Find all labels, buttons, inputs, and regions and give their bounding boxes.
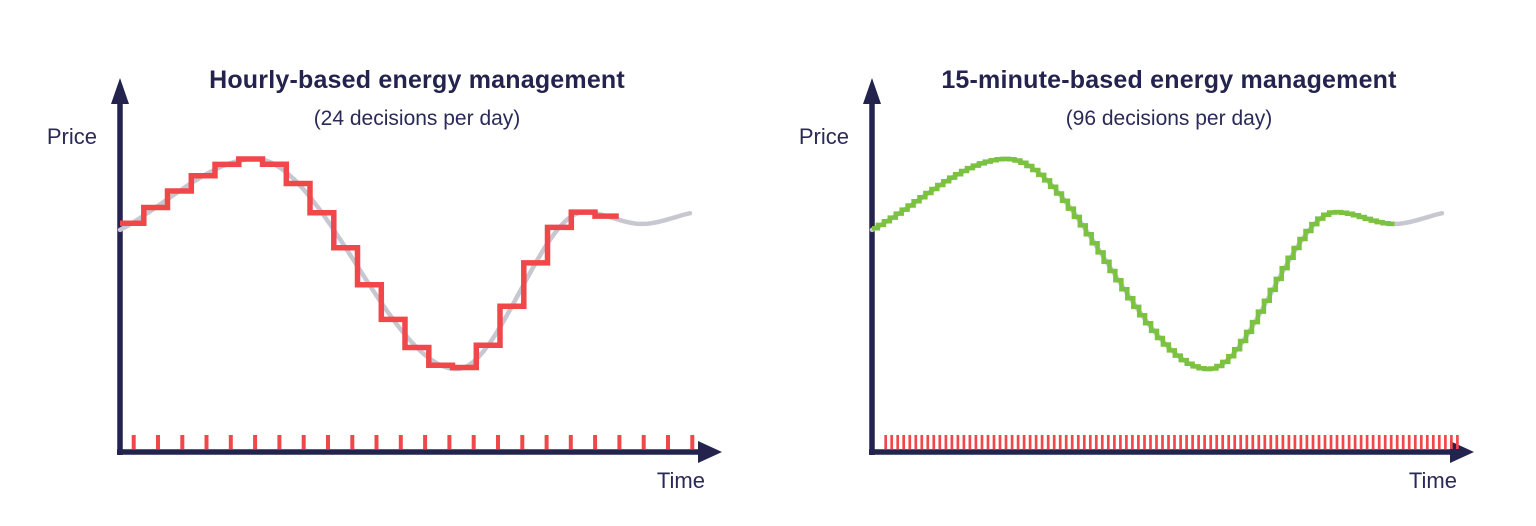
step-function-line	[120, 156, 619, 371]
chart-subtitle: (24 decisions per day)	[313, 107, 521, 130]
x-axis-label: Time	[1408, 468, 1457, 493]
chart-canvas-hourly	[111, 78, 722, 463]
x-axis-arrowhead-icon	[698, 441, 722, 463]
step-function-line	[872, 156, 1395, 372]
chart-canvas-quarter-hourly	[863, 78, 1474, 463]
y-axis-arrowhead-icon	[863, 78, 881, 104]
x-axis-label: Time	[656, 468, 705, 493]
chart-quarter-hourly-panel: 15-minute-based energy management (96 de…	[768, 0, 1536, 526]
chart-subtitle: (96 decisions per day)	[1065, 107, 1273, 130]
y-axis-label: Price	[798, 124, 849, 149]
chart-title: Hourly-based energy management	[209, 66, 625, 94]
x-axis-ticks	[884, 435, 1459, 449]
chart-hourly-panel: Hourly-based energy management (24 decis…	[46, 66, 722, 493]
x-axis-arrowhead-icon	[1450, 441, 1474, 463]
y-axis-label: Price	[46, 124, 97, 149]
y-axis-arrowhead-icon	[111, 78, 129, 104]
chart-title: 15-minute-based energy management	[941, 66, 1397, 94]
x-axis-ticks	[131, 435, 695, 449]
